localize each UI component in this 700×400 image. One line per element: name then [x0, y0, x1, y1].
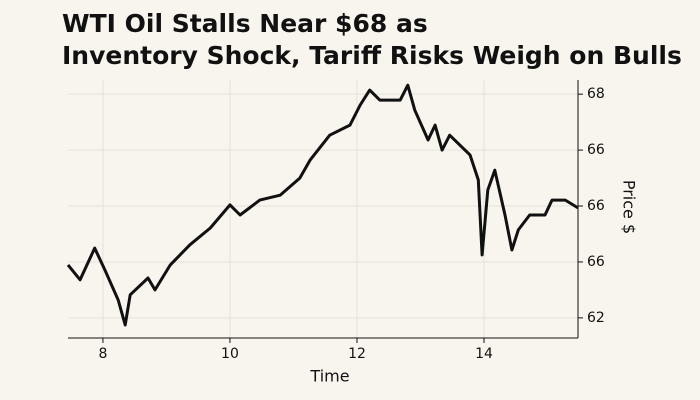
chart-title: Inventory Shock, Tariff Risks Weigh on B…	[62, 41, 682, 70]
chart-title: WTI Oil Stalls Near $68 as	[62, 9, 428, 38]
y-tick-label: 62	[587, 310, 605, 326]
x-axis-label: Time	[309, 367, 349, 386]
price-line	[66, 83, 579, 327]
x-tick-label: 10	[221, 346, 239, 362]
y-tick-label: 66	[587, 198, 605, 214]
y-tick-label: 68	[587, 86, 605, 102]
x-tick-label: 12	[348, 346, 366, 362]
y-axis-label: Price $	[620, 180, 639, 234]
x-tick-label: 14	[475, 346, 493, 362]
x-tick-label: 8	[98, 346, 107, 362]
y-tick-label: 66	[587, 254, 605, 270]
y-tick-label: 66	[587, 142, 605, 158]
